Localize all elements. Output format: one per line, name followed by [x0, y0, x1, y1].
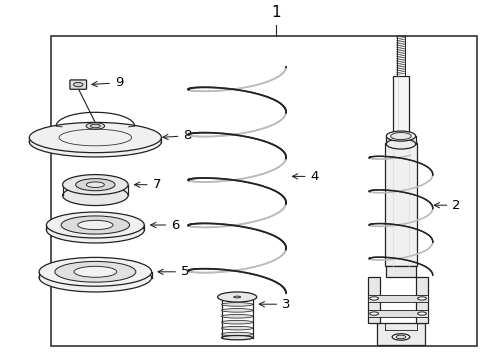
Ellipse shape: [221, 315, 252, 318]
Text: 1: 1: [271, 5, 281, 20]
Ellipse shape: [221, 320, 252, 324]
Text: 4: 4: [292, 170, 318, 183]
Ellipse shape: [76, 179, 115, 191]
Ellipse shape: [90, 124, 100, 128]
Ellipse shape: [395, 335, 405, 339]
Ellipse shape: [221, 303, 252, 306]
Bar: [386, 266, 415, 277]
Ellipse shape: [221, 336, 252, 340]
Ellipse shape: [39, 257, 151, 286]
Ellipse shape: [221, 309, 252, 312]
Bar: [367, 310, 427, 317]
Ellipse shape: [417, 297, 426, 300]
Ellipse shape: [369, 312, 378, 315]
Ellipse shape: [62, 175, 128, 195]
Bar: [51, 36, 476, 346]
Bar: [376, 323, 425, 345]
Ellipse shape: [62, 185, 128, 206]
Bar: [392, 76, 408, 137]
Ellipse shape: [369, 297, 378, 300]
Ellipse shape: [391, 334, 409, 340]
Ellipse shape: [221, 332, 252, 336]
Text: 9: 9: [92, 76, 123, 89]
Ellipse shape: [417, 312, 426, 315]
Ellipse shape: [29, 122, 161, 153]
Ellipse shape: [386, 131, 415, 141]
Ellipse shape: [39, 263, 151, 292]
Ellipse shape: [61, 216, 129, 234]
Ellipse shape: [46, 217, 144, 243]
Bar: [367, 277, 379, 323]
Ellipse shape: [217, 292, 256, 302]
Text: 2: 2: [433, 199, 460, 212]
Ellipse shape: [55, 261, 136, 282]
Text: 6: 6: [150, 219, 179, 231]
Ellipse shape: [221, 327, 252, 330]
Bar: [386, 136, 415, 144]
Ellipse shape: [86, 182, 104, 188]
Ellipse shape: [46, 212, 144, 238]
Bar: [367, 295, 427, 302]
Ellipse shape: [390, 132, 410, 140]
Text: 3: 3: [259, 298, 290, 311]
Ellipse shape: [74, 266, 117, 277]
Bar: [415, 277, 427, 323]
Ellipse shape: [29, 127, 161, 157]
Text: 5: 5: [158, 265, 189, 278]
Bar: [384, 143, 416, 266]
Ellipse shape: [78, 220, 113, 230]
Ellipse shape: [73, 82, 83, 87]
Ellipse shape: [86, 123, 104, 129]
Text: 7: 7: [134, 178, 161, 191]
Ellipse shape: [386, 139, 415, 149]
FancyBboxPatch shape: [70, 80, 86, 89]
Text: 8: 8: [163, 129, 191, 142]
Ellipse shape: [233, 296, 240, 298]
